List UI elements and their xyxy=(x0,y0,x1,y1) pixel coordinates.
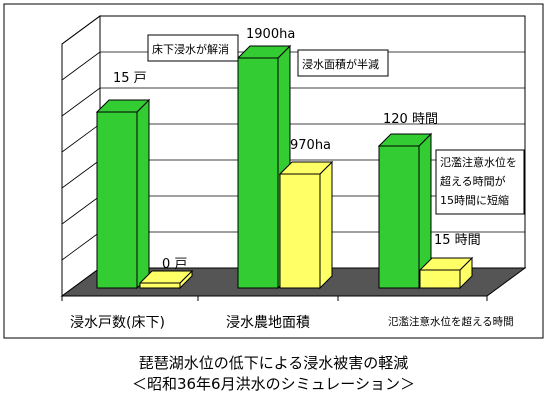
bar-front xyxy=(419,269,461,289)
bar-top xyxy=(278,161,334,175)
bars xyxy=(95,44,474,290)
data-label: 15 時間 xyxy=(434,233,481,248)
data-label: 120 時間 xyxy=(383,112,438,127)
x-axis-labels: 浸水戸数(床下) 浸水農地面積 氾濫注意水位を超える時間 xyxy=(70,315,514,331)
bar-top xyxy=(138,270,194,284)
chart-subtitle: ＜昭和36年6月洪水のシミュレーション＞ xyxy=(131,375,416,393)
bar-top xyxy=(95,99,151,113)
bar-side xyxy=(319,160,333,290)
gridline-side xyxy=(61,231,101,261)
data-label: 1900ha xyxy=(246,27,295,42)
bar-front xyxy=(96,111,138,289)
gridline-side xyxy=(61,51,101,81)
bar-front xyxy=(237,57,279,289)
chart-title: 琵琶湖水位の低下による浸水被害の軽減 xyxy=(138,354,409,372)
data-label: 0 戸 xyxy=(162,257,187,272)
data-label: 970ha xyxy=(290,138,331,153)
x-axis-label: 氾濫注意水位を超える時間 xyxy=(388,315,514,328)
callout-text: 超える時間が xyxy=(440,174,506,188)
gridline-side xyxy=(61,123,101,153)
data-labels: 15 戸 0 戸 1900ha 970ha 120 時間 15 時間 xyxy=(113,27,481,272)
data-label: 15 戸 xyxy=(113,71,147,86)
callout-box xyxy=(435,149,525,215)
x-axis-label: 浸水戸数(床下) xyxy=(70,315,165,331)
callout-box xyxy=(147,34,239,62)
gridline-side xyxy=(61,159,101,189)
callout-text: 氾濫注意水位を xyxy=(440,155,517,169)
callout-text: 床下浸水が解消 xyxy=(152,42,229,56)
bar-front xyxy=(378,145,420,289)
bar-side xyxy=(136,98,150,290)
bar-top xyxy=(377,133,433,147)
gridline-side xyxy=(61,195,101,225)
x-axis-label: 浸水農地面積 xyxy=(226,315,310,331)
bar-front xyxy=(139,282,181,289)
bar-front xyxy=(279,173,321,289)
callout-text: 15時間に短縮 xyxy=(440,193,509,207)
callout-box xyxy=(297,49,389,77)
bar-top xyxy=(236,45,292,59)
gridline-side xyxy=(61,15,101,45)
side-wall-panel xyxy=(61,15,101,297)
callout-text: 浸水面積が半減 xyxy=(302,57,379,71)
gridline-side xyxy=(61,87,101,117)
bar-top xyxy=(418,257,474,271)
